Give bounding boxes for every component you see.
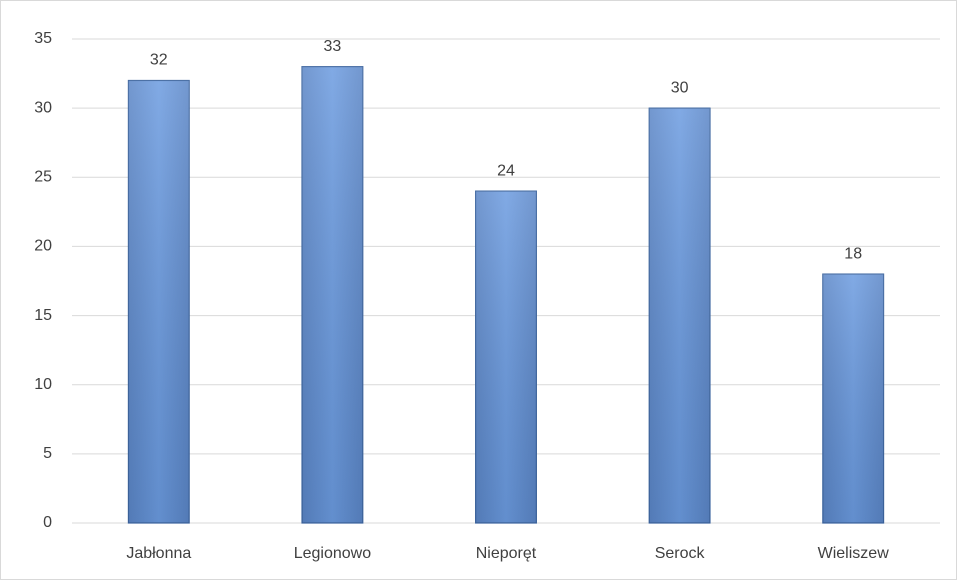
- y-tick-label: 25: [34, 169, 52, 186]
- bar: [648, 107, 711, 524]
- data-label: 30: [671, 79, 689, 96]
- y-tick-label: 15: [34, 307, 52, 324]
- data-label: 32: [150, 52, 168, 69]
- y-tick-label: 35: [34, 30, 52, 47]
- bar: [822, 273, 885, 524]
- x-tick-label: Serock: [655, 545, 706, 562]
- x-tick-label: Wieliszew: [818, 545, 890, 562]
- y-tick-label: 30: [34, 99, 52, 116]
- y-tick-label: 0: [43, 514, 52, 531]
- bar: [475, 190, 537, 524]
- data-label: 18: [844, 245, 862, 262]
- bar: [301, 66, 364, 524]
- y-tick-label: 10: [34, 376, 52, 393]
- x-tick-label: Nieporęt: [476, 545, 537, 562]
- x-tick-label: Legionowo: [294, 545, 372, 562]
- bar: [127, 79, 190, 524]
- y-tick-label: 20: [34, 238, 52, 255]
- data-label: 24: [497, 162, 515, 179]
- x-tick-label: Jabłonna: [126, 545, 191, 562]
- data-label: 33: [324, 38, 342, 55]
- y-tick-label: 5: [43, 445, 52, 462]
